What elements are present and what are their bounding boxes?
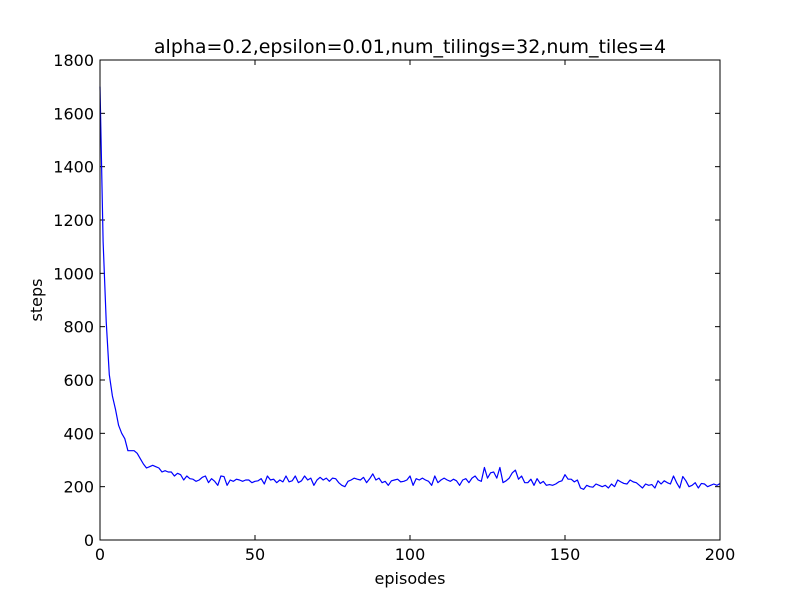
y-tick-label: 0: [84, 531, 94, 550]
series-line: [99, 86, 721, 490]
x-tick-label: 0: [95, 545, 105, 564]
x-tick-label: 200: [705, 545, 736, 564]
y-tick-label: 1200: [53, 211, 94, 230]
plot-frame: [99, 59, 721, 541]
y-axis-label: steps: [27, 279, 46, 322]
chart-title: alpha=0.2,epsilon=0.01,num_tilings=32,nu…: [154, 36, 666, 58]
x-tick-label: 150: [550, 545, 581, 564]
x-tick-label: 100: [395, 545, 426, 564]
axis-ticks: 0 50 100 150 200 0 200 400 600 800 1000 1200 1400 160…: [53, 51, 735, 564]
y-tick-label: 400: [63, 424, 94, 443]
data-series: [99, 86, 721, 490]
x-tick-label: 50: [245, 545, 265, 564]
y-tick-label: 1000: [53, 264, 94, 283]
x-axis-label: episodes: [375, 569, 446, 588]
y-tick-label: 800: [63, 318, 94, 337]
y-tick-label: 600: [63, 371, 94, 390]
y-tick-label: 1400: [53, 158, 94, 177]
y-tick-label: 200: [63, 478, 94, 497]
y-tick-label: 1600: [53, 104, 94, 123]
y-tick-label: 1800: [53, 51, 94, 70]
